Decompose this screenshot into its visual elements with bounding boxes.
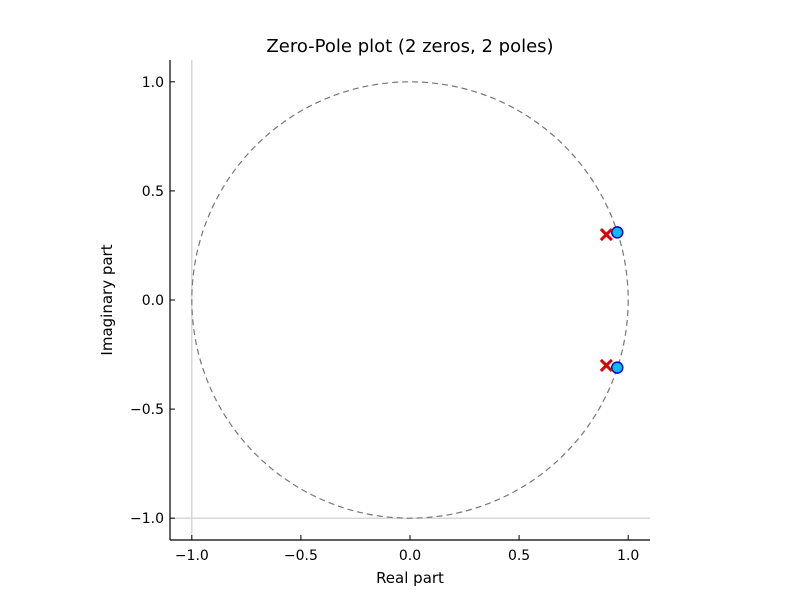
chart-title: Zero-Pole plot (2 zeros, 2 poles): [266, 36, 553, 57]
x-tick-label: 1.0: [617, 548, 639, 564]
unit-circle: [191, 81, 629, 519]
x-ticks: −1.0 −0.5 0.0 0.5 1.0: [175, 535, 639, 564]
y-tick-label: 0.0: [142, 293, 164, 309]
pole-marker: [599, 227, 613, 242]
pole-marker-stroke: [599, 227, 613, 242]
x-tick-label: 0.5: [508, 548, 530, 564]
zero-marker: [611, 226, 624, 239]
x-tick-label: 0.0: [399, 548, 421, 564]
x-axis-label: Real part: [376, 569, 444, 587]
y-ticks: −1.0 −0.5 0.0 0.5 1.0: [130, 75, 175, 527]
y-tick-label: −0.5: [130, 402, 164, 418]
axes: [169, 60, 650, 541]
reference-lines: [170, 60, 650, 540]
x-tick-label: −0.5: [284, 548, 318, 564]
y-tick-label: 1.0: [142, 75, 164, 91]
y-tick-label: −1.0: [130, 511, 164, 527]
data-marks: [599, 226, 624, 374]
pole-marker-stroke: [599, 358, 613, 373]
x-tick-label: −1.0: [175, 548, 209, 564]
unit-circle-layer: [191, 81, 629, 519]
zero-marker: [611, 361, 624, 374]
y-tick-label: 0.5: [142, 184, 164, 200]
pole-marker: [599, 358, 613, 373]
y-axis-label: Imaginary part: [98, 244, 116, 355]
